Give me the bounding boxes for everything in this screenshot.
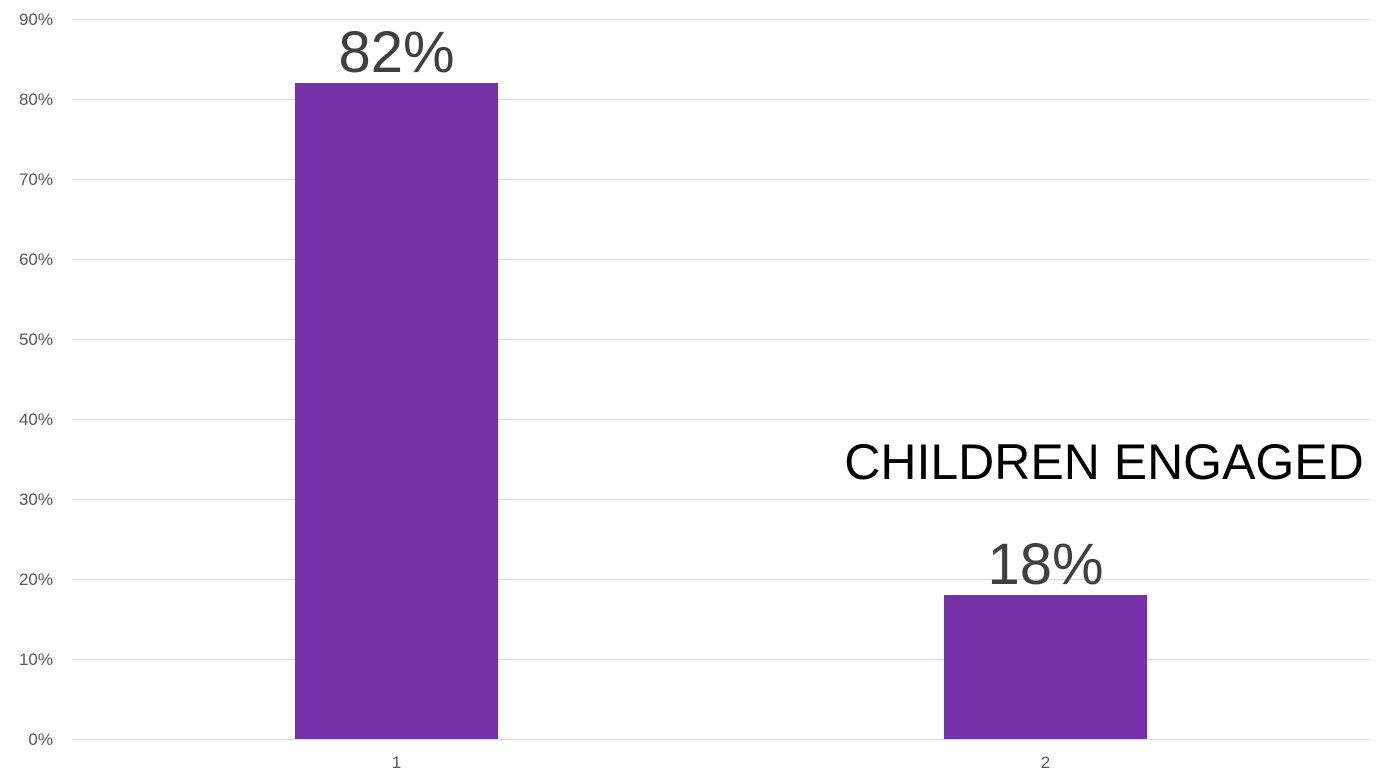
bar-1 — [294, 83, 499, 739]
y-tick-label: 30% — [19, 490, 53, 509]
y-tick-label: 50% — [19, 330, 53, 349]
y-tick-label: 20% — [19, 570, 53, 589]
bar-2 — [943, 595, 1148, 739]
x-tick-label: 1 — [392, 753, 401, 772]
data-label-1: 82% — [338, 20, 454, 85]
data-label-2: 18% — [987, 532, 1103, 597]
y-axis-tick-labels: 0% 10% 20% 30% 40% 50% 60% 70% 80% 90% — [19, 10, 53, 749]
data-labels: 82% 18% — [338, 20, 1103, 597]
y-tick-label: 10% — [19, 650, 53, 669]
y-tick-label: 90% — [19, 10, 53, 29]
y-tick-label: 40% — [19, 410, 53, 429]
chart-annotation: CHILDREN ENGAGED — [844, 434, 1364, 490]
y-tick-label: 60% — [19, 250, 53, 269]
y-tick-label: 0% — [28, 730, 53, 749]
gridlines — [72, 19, 1370, 740]
x-tick-label: 2 — [1041, 753, 1050, 772]
bars — [294, 83, 1148, 739]
y-tick-label: 80% — [19, 90, 53, 109]
y-tick-label: 70% — [19, 170, 53, 189]
